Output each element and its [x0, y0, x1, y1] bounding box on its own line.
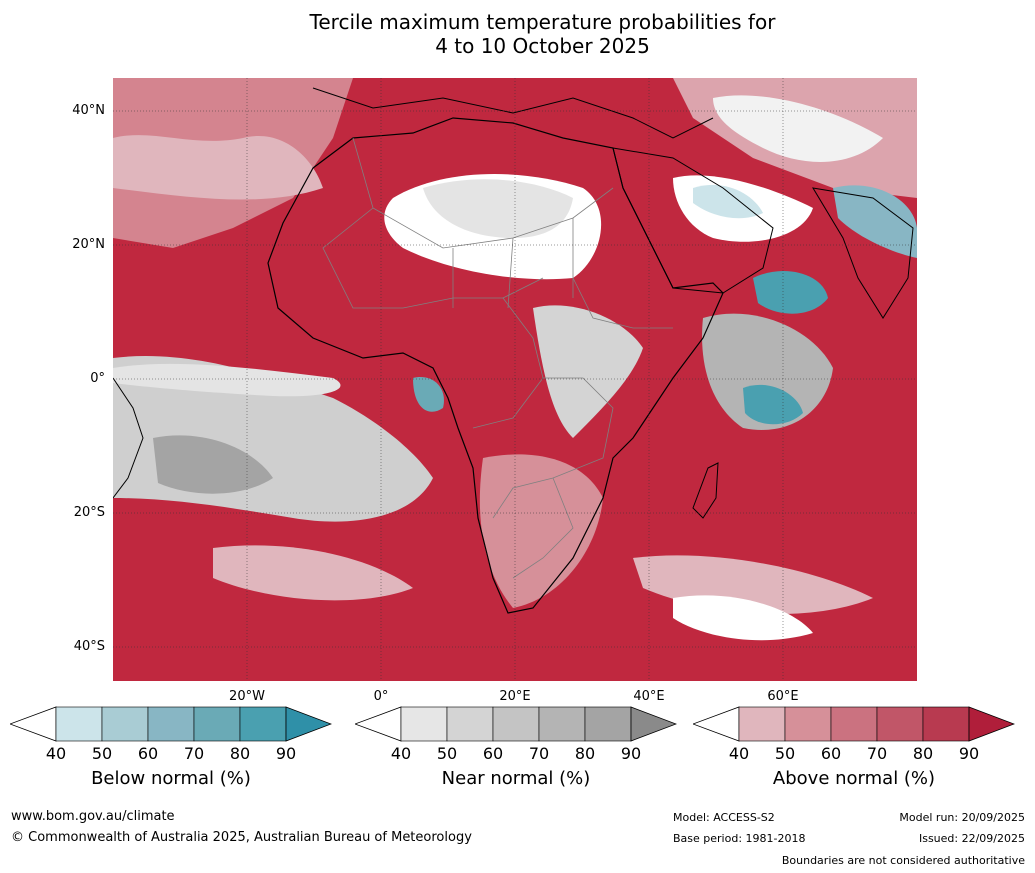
colorbar-tick-label: 50: [774, 744, 796, 763]
website-link[interactable]: www.bom.gov.au/climate: [11, 809, 175, 824]
lat-label-0: 0°: [90, 371, 105, 386]
europe-coastline: [312, 87, 714, 139]
below-normal-colorbar-min-arrow: [10, 706, 57, 742]
india-below-region: [833, 185, 917, 258]
south-indian-white-region: [673, 595, 813, 641]
colorbar-swatch: [876, 706, 924, 742]
colorbar-max-arrow: [968, 706, 1015, 742]
africa-coastline: [267, 117, 724, 614]
colorbar-swatch: [738, 706, 786, 742]
near-normal-colorbar: [355, 706, 677, 742]
lon-label-60e: 60°E: [767, 689, 799, 704]
above-normal-lightest-region: [113, 135, 323, 200]
colorbar-tick-label: 80: [229, 744, 251, 763]
asia-white-region: [713, 95, 883, 162]
colorbar-swatch: [784, 706, 832, 742]
colorbar-swatch: [492, 706, 540, 742]
colorbar-max-arrow: [285, 706, 332, 742]
colorbar-swatch: [55, 706, 103, 742]
colorbar-swatch: [446, 706, 494, 742]
colorbar-tick-label: 70: [183, 744, 205, 763]
colorbar-swatch: [193, 706, 241, 742]
map-title-line1: Tercile maximum temperature probabilitie…: [309, 10, 776, 34]
model-text: Model: ACCESS-S2: [673, 811, 775, 824]
arabia-below-region: [693, 184, 763, 219]
above-normal-colorbar-swatches: [738, 706, 1015, 742]
lon-label-0: 0°: [373, 689, 389, 704]
near-normal-label: Near normal (%): [441, 768, 591, 789]
colorbar-swatch: [538, 706, 586, 742]
indian-ocean-near-region: [702, 313, 833, 430]
colorbar-tick-label: 50: [91, 744, 113, 763]
near-normal-colorbar-swatches: [400, 706, 677, 742]
model-run-text: Model run: 20/09/2025: [899, 811, 1025, 824]
lon-label-20e: 20°E: [499, 689, 531, 704]
base-period-text: Base period: 1981-2018: [673, 832, 806, 845]
above-normal-colorbar: [693, 706, 1015, 742]
colorbar-tick-label: 40: [390, 744, 412, 763]
graticule: [113, 78, 917, 681]
colorbar-tick-label: 80: [912, 744, 934, 763]
colorbar-max-arrow: [630, 706, 677, 742]
colorbar-swatch: [101, 706, 149, 742]
probability-map: [113, 78, 917, 681]
east-africa-near-region: [533, 305, 643, 438]
colorbar-tick-label: 80: [574, 744, 596, 763]
colorbar-tick-label: 40: [45, 744, 67, 763]
country-borders: [322, 137, 673, 579]
colorbar-swatch: [922, 706, 970, 742]
indian-ocean-below-region: [743, 384, 803, 425]
above-normal-label: Above normal (%): [772, 768, 936, 789]
below-normal-label: Below normal (%): [91, 768, 251, 789]
equatorial-atlantic-region: [113, 363, 341, 397]
colorbar-tick-label: 60: [820, 744, 842, 763]
colorbar-tick-label: 90: [620, 744, 642, 763]
colorbar-swatch: [239, 706, 287, 742]
lat-label-40s: 40°S: [73, 639, 105, 654]
lon-label-20w: 20°W: [229, 689, 265, 704]
colorbar-swatch: [400, 706, 448, 742]
colorbar-tick-label: 60: [137, 744, 159, 763]
south-ocean-light-region: [213, 545, 413, 601]
lat-label-20s: 20°S: [73, 505, 105, 520]
colorbar-tick-label: 60: [482, 744, 504, 763]
below-normal-colorbar-swatches: [55, 706, 332, 742]
near-normal-colorbar-min-arrow: [355, 706, 402, 742]
india-coastline: [812, 187, 914, 319]
colorbar-swatch: [147, 706, 195, 742]
colorbar-tick-label: 40: [728, 744, 750, 763]
map-title-line2: 4 to 10 October 2025: [435, 34, 650, 58]
colorbar-tick-label: 70: [866, 744, 888, 763]
lat-label-20n: 20°N: [72, 237, 105, 252]
lon-label-40e: 40°E: [633, 689, 665, 704]
sahara-grey-region: [423, 179, 573, 238]
colorbar-tick-label: 90: [958, 744, 980, 763]
south-america-coastline: [113, 377, 144, 499]
copyright-text: © Commonwealth of Australia 2025, Austra…: [11, 830, 472, 845]
colorbar-tick-label: 70: [528, 744, 550, 763]
above-normal-colorbar-min-arrow: [693, 706, 740, 742]
below-normal-colorbar: [10, 706, 332, 742]
congo-below-region: [413, 377, 444, 412]
colorbar-tick-label: 90: [275, 744, 297, 763]
lat-label-40n: 40°N: [72, 103, 105, 118]
southern-africa-above-region: [479, 454, 603, 608]
arabian-sea-below-region: [753, 270, 828, 314]
south-atlantic-near-dark-region: [153, 435, 273, 494]
colorbar-swatch: [830, 706, 878, 742]
madagascar-coastline: [692, 462, 719, 519]
issued-text: Issued: 22/09/2025: [918, 832, 1025, 845]
colorbar-tick-label: 50: [436, 744, 458, 763]
disclaimer-text: Boundaries are not considered authoritat…: [781, 854, 1025, 867]
arabia-coastline: [612, 147, 774, 294]
map-svg: [113, 78, 917, 681]
colorbar-swatch: [584, 706, 632, 742]
